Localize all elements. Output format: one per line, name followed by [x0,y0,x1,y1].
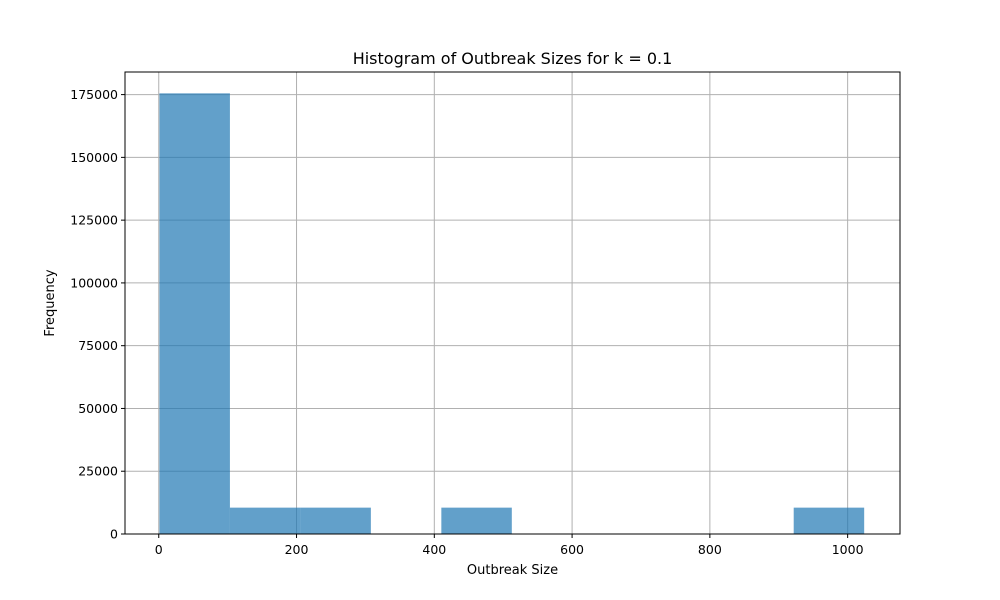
y-tick-label: 0 [110,527,118,542]
histogram-bar-10 [793,507,865,534]
y-tick-label: 50000 [78,401,118,416]
x-tick-label: 1000 [832,542,864,557]
y-tick-label: 75000 [78,338,118,353]
axis-ticks: 0 200 400 600 800 1000 0 25000 50000 75000 100000 1… [70,87,863,557]
x-tick-label: 0 [155,542,163,557]
x-axis-label: Outbreak Size [467,563,558,578]
histogram-bar-1 [159,93,230,534]
x-tick-label: 800 [698,542,722,557]
y-tick-label: 100000 [70,275,118,290]
histogram-bar-5 [441,507,512,534]
y-tick-label: 25000 [78,464,118,479]
y-axis-label: Frequency [43,269,58,336]
histogram-bar-2 [229,507,301,534]
x-tick-label: 400 [422,542,446,557]
y-tick-label: 175000 [70,87,118,102]
plot-frame [124,71,901,535]
chart-title: Histogram of Outbreak Sizes for k = 0.1 [353,49,673,68]
x-tick-label: 600 [560,542,584,557]
x-tick-label: 200 [285,542,309,557]
histogram-bars [159,93,865,534]
y-tick-label: 150000 [70,150,118,165]
y-tick-label: 125000 [70,213,118,228]
histogram-bar-3 [300,507,371,534]
grid-lines [125,72,900,535]
